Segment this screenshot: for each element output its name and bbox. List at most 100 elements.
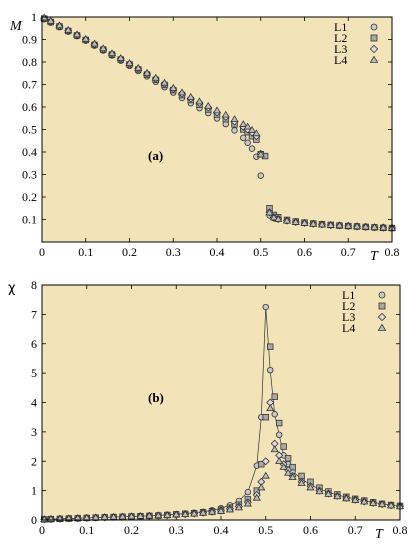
legend-label: L1 — [342, 288, 355, 302]
x-tick-label: 0.8 — [385, 245, 400, 259]
y-tick-label: 0.6 — [22, 100, 37, 114]
series-l4-point — [239, 120, 248, 127]
series-l1-point — [248, 145, 256, 152]
x-tick-label: 0.8 — [393, 523, 408, 537]
series-l4-point — [351, 496, 360, 503]
series-l4-point — [324, 489, 333, 497]
y-tick-label: 2 — [31, 454, 37, 468]
legend-marker-diamond — [369, 44, 379, 54]
series-l2-point — [280, 443, 287, 450]
plot-area — [42, 17, 392, 242]
series-l2-point — [275, 419, 283, 427]
y-tick-label: 1 — [31, 10, 37, 24]
series-l4-point — [204, 101, 213, 109]
series-l4-point — [257, 483, 266, 491]
series-l4-point — [99, 44, 108, 52]
y-tick-label: 0.3 — [22, 168, 37, 182]
series-l4-point — [317, 220, 327, 228]
series-l4-point — [282, 216, 292, 224]
series-l4-point — [46, 16, 55, 24]
series-l4-point — [72, 30, 82, 38]
x-tick-label: 0.6 — [297, 245, 312, 259]
series-l4-point — [369, 499, 378, 506]
series-l4-point — [172, 510, 181, 518]
series-l2-point — [271, 393, 278, 400]
x-tick-label: 0.5 — [253, 245, 268, 259]
x-tick-label: 0.3 — [166, 245, 181, 259]
y-tick-label: 0.9 — [22, 33, 37, 47]
series-l4-point — [335, 221, 344, 229]
legend-marker-square — [378, 302, 386, 310]
panel-label: (b) — [148, 390, 164, 405]
series-l4-point — [142, 68, 152, 76]
series-l4-point — [270, 445, 279, 453]
y-axis-label: χ — [8, 281, 16, 296]
x-tick-label: 0.4 — [210, 245, 225, 259]
plot-area — [42, 285, 400, 520]
x-tick-label: 0.2 — [122, 245, 137, 259]
legend-label: L4 — [334, 53, 347, 67]
series-l4-point — [297, 479, 306, 486]
y-tick-label: 0 — [31, 513, 37, 527]
series-l4-point — [198, 508, 208, 516]
series-l4-point — [279, 462, 288, 470]
series-l4-point — [386, 501, 396, 509]
series-l4-point — [181, 510, 190, 518]
panel-label: (a) — [148, 148, 163, 163]
x-tick-label: 0.6 — [303, 523, 318, 537]
series-l4-point — [360, 497, 369, 505]
series-l4-point — [125, 58, 134, 66]
series-l4-point — [190, 509, 199, 517]
series-l4-point — [275, 457, 284, 464]
y-tick-label: 8 — [31, 278, 37, 292]
series-l4-point — [265, 208, 274, 216]
series-l4-point — [160, 78, 169, 86]
series-l4-point — [212, 106, 222, 114]
x-tick-label: 0.7 — [341, 245, 356, 259]
legend-label: L2 — [342, 299, 355, 313]
series-l4-point — [118, 512, 127, 520]
series-l4-point — [195, 97, 204, 105]
legend-marker-circle — [378, 291, 386, 299]
y-tick-label: 4 — [31, 396, 37, 410]
x-axis-label: T — [375, 527, 384, 542]
x-tick-label: 0.7 — [348, 523, 363, 537]
y-tick-label: 6 — [31, 337, 37, 351]
series-l1-point — [244, 488, 252, 496]
series-l1-point — [240, 134, 247, 142]
series-l1-point — [267, 366, 274, 374]
series-l4-point — [266, 404, 275, 412]
y-tick-label: 7 — [31, 307, 37, 321]
series-l4-point — [154, 511, 163, 519]
series-l4-point — [177, 88, 187, 96]
panel-a-magnetization: 0 0.1 0.2 0.3 0.4 0.5 0.6 0.7 0.8 0.1 0.2 0.3 0.4 0.5… — [9, 10, 400, 264]
plot-frame — [41, 16, 393, 243]
x-tick-label: 0.4 — [214, 523, 229, 537]
legend-label: L1 — [334, 20, 347, 34]
x-tick-label: 0.1 — [79, 523, 94, 537]
series-l4-point — [81, 34, 90, 42]
legend-marker-triangle — [377, 323, 387, 331]
series-l4-point — [145, 511, 154, 519]
series-l4-point — [288, 473, 297, 481]
series-l4 — [40, 13, 397, 231]
series-l4-point — [64, 25, 73, 33]
legend-label: L3 — [334, 42, 347, 56]
legend-label: L4 — [342, 321, 355, 335]
x-tick-label: 0.1 — [78, 245, 93, 259]
series-l4-point — [186, 92, 195, 100]
legend-marker-circle — [370, 23, 378, 31]
series-l4-point — [252, 493, 261, 501]
x-axis-label: T — [370, 249, 379, 264]
series-l2-point — [284, 455, 292, 462]
y-tick-label: 0.5 — [22, 123, 37, 137]
series-l4-point — [252, 129, 261, 137]
series-l4-point — [90, 39, 99, 47]
series-l4-point — [163, 511, 172, 518]
series-l2-point — [289, 463, 296, 471]
series-l4-point — [342, 494, 351, 502]
series-l1-point — [244, 139, 251, 146]
series-l4-point — [361, 222, 370, 230]
series-l4-point — [216, 507, 226, 514]
y-tick-label: 3 — [31, 425, 37, 439]
